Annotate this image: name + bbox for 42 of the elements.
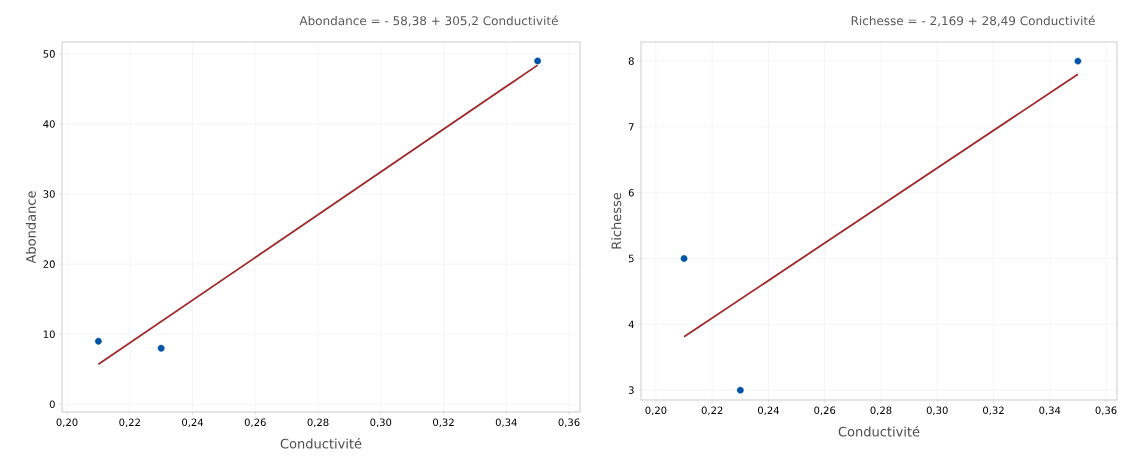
x-tick-label: 0,24 [757,406,780,416]
point [95,337,102,345]
x-tick-label: 0,30 [370,418,392,428]
y-tick-label: 8 [628,57,634,65]
y-tick-label: 20 [43,260,55,268]
x-tick-label: 0,32 [433,418,454,428]
point [157,344,165,352]
x-tick-label: 0,28 [870,406,892,416]
x-tick-label: 0,36 [558,418,580,428]
y-axis-title: Abondance [25,191,36,264]
x-tick-label: 0,24 [182,418,204,428]
x-tick-label: 0,36 [1095,406,1117,416]
x-tick-label: 0,34 [495,418,517,428]
x-tick-label: 0,26 [814,406,836,416]
x-axis-title: Conductivité [280,437,362,449]
point [534,57,542,65]
x-tick-label: 0,22 [119,418,140,428]
y-axis-title: Richesse [611,192,622,249]
y-tick-label: 30 [43,190,55,198]
x-tick-label: 0,26 [244,418,266,428]
y-tick-label: 50 [43,50,55,58]
x-tick-label: 0,20 [56,418,78,428]
x-tick-label: 0,22 [701,406,723,416]
x-axis-title: Conductivité [838,425,920,437]
y-tick-label: 5 [628,254,634,263]
y-tick-label: 7 [628,123,634,131]
y-tick-label: 6 [628,188,634,197]
x-tick-label: 0,32 [983,406,1004,416]
x-tick-label: 0,30 [926,406,948,416]
chart-title: Abondance = - 58,38 + 305,2 Conductivité [299,15,558,27]
y-tick-label: 0 [49,400,55,409]
x-tick-label: 0,20 [645,406,667,416]
point [736,386,744,394]
chart-title: Richesse = - 2,169 + 28,49 Conductivité [851,15,1095,27]
x-tick-label: 0,34 [1039,406,1061,416]
y-tick-label: 10 [43,330,55,338]
x-tick-label: 0,28 [307,418,329,428]
y-tick-label: 3 [628,386,634,394]
y-tick-label: 4 [628,320,634,328]
y-tick-label: 40 [43,120,55,128]
point [1074,57,1082,65]
point [680,255,688,262]
